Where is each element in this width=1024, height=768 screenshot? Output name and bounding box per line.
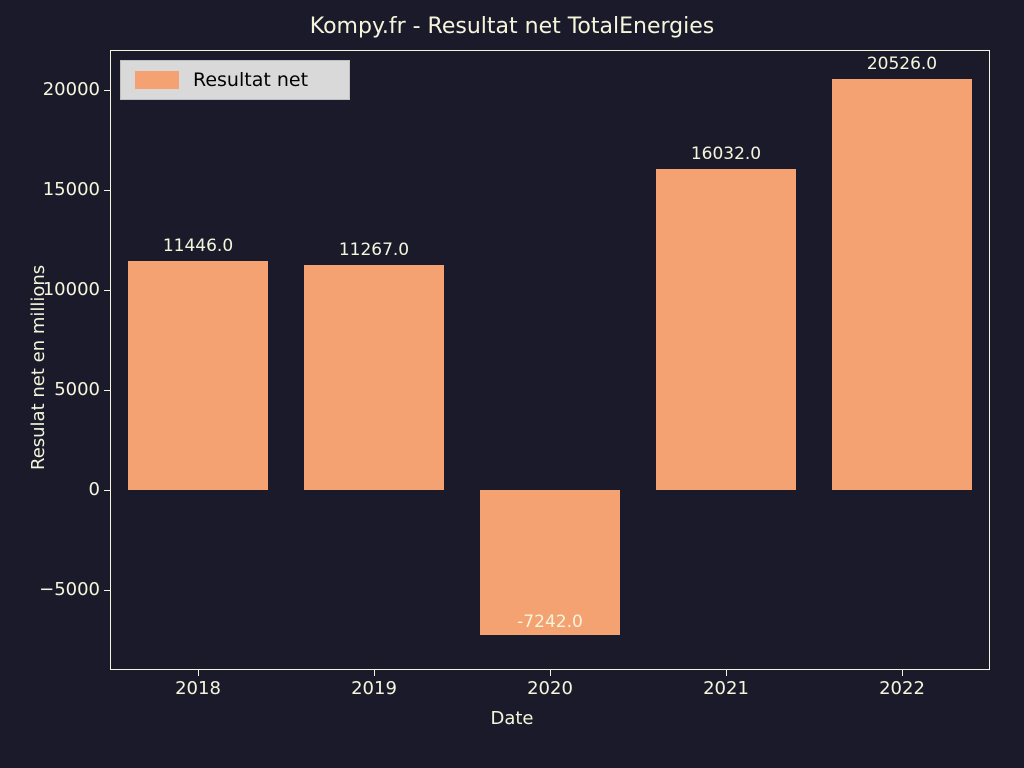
y-tick-label: 5000 bbox=[54, 379, 100, 400]
y-tick-label: 20000 bbox=[43, 79, 100, 100]
x-tick-label: 2020 bbox=[510, 678, 590, 699]
bar-2021 bbox=[656, 169, 797, 490]
bar-2019 bbox=[304, 265, 445, 490]
x-tick-mark bbox=[198, 670, 199, 676]
bar-2022 bbox=[832, 79, 973, 490]
y-tick-label: 15000 bbox=[43, 179, 100, 200]
spine-top bbox=[110, 50, 990, 51]
y-tick-label: −5000 bbox=[39, 579, 100, 600]
y-tick-label: 0 bbox=[89, 479, 100, 500]
spine-right bbox=[989, 50, 990, 670]
x-tick-label: 2019 bbox=[334, 678, 414, 699]
x-tick-label: 2021 bbox=[686, 678, 766, 699]
x-tick-mark bbox=[726, 670, 727, 676]
x-tick-label: 2018 bbox=[158, 678, 238, 699]
legend: Resultat net bbox=[120, 60, 350, 100]
y-tick-mark bbox=[104, 290, 110, 291]
bar-value-label: 11446.0 bbox=[98, 236, 299, 256]
plot-area: 11446.011267.0-7242.016032.020526.0 bbox=[110, 50, 990, 670]
x-tick-label: 2022 bbox=[862, 678, 942, 699]
x-tick-mark bbox=[550, 670, 551, 676]
bar-value-label: -7242.0 bbox=[450, 612, 651, 632]
bar-2018 bbox=[128, 261, 269, 490]
y-axis-label: Resulat net en millions bbox=[28, 265, 49, 470]
bar-value-label: 11267.0 bbox=[274, 240, 475, 260]
bar-chart: 11446.011267.0 -7242.0 16032.0 20526.0 −500… bbox=[0, 0, 1024, 768]
y-tick-mark bbox=[104, 390, 110, 391]
y-tick-mark bbox=[104, 490, 110, 491]
y-tick-mark bbox=[104, 90, 110, 91]
bar-value-label: 20526.0 bbox=[802, 54, 1003, 74]
chart-title: Kompy.fr - Resultat net TotalEnergies bbox=[0, 14, 1024, 39]
y-tick-label: 10000 bbox=[43, 279, 100, 300]
bar-value-label: 16032.0 bbox=[626, 144, 827, 164]
legend-label: Resultat net bbox=[193, 69, 308, 91]
y-tick-mark bbox=[104, 190, 110, 191]
legend-swatch bbox=[135, 71, 179, 89]
x-axis-label: Date bbox=[0, 708, 1024, 729]
x-tick-mark bbox=[902, 670, 903, 676]
spine-left bbox=[110, 50, 111, 670]
x-tick-mark bbox=[374, 670, 375, 676]
y-tick-mark bbox=[104, 590, 110, 591]
